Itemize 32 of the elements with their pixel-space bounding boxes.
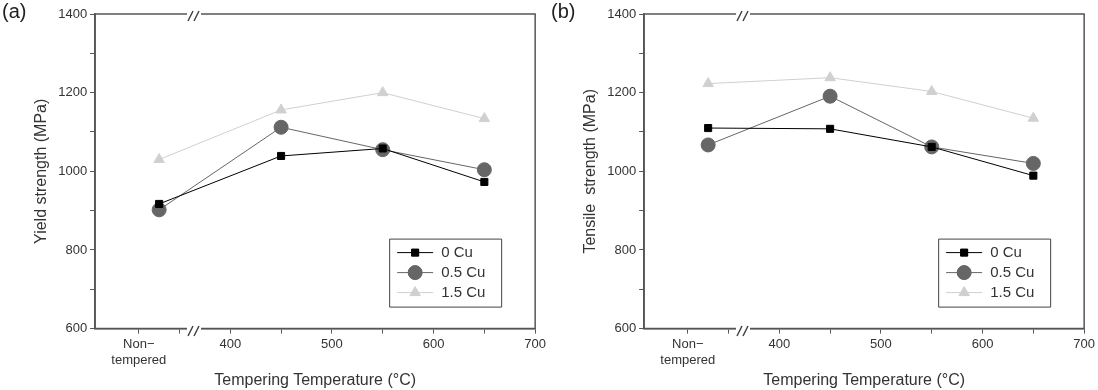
y-axis-title: Tensile strength (MPa) xyxy=(581,89,599,254)
x-tick-label: 700 xyxy=(524,335,547,351)
legend-label: 0.5 Cu xyxy=(441,262,486,280)
y-tick-label: 1200 xyxy=(58,84,88,100)
chart-title: (a) xyxy=(2,0,27,22)
x-tick-label: Non−tempered xyxy=(660,335,716,367)
y-tick-label: 800 xyxy=(65,241,88,257)
y-tick-label: 1400 xyxy=(607,5,637,21)
x-tick-label: 700 xyxy=(1073,335,1096,351)
y-tick-label: 600 xyxy=(65,320,88,336)
legend-label: 0 Cu xyxy=(990,242,1022,260)
y-axis-title: Yield strength (MPa) xyxy=(32,98,50,244)
y-tick-label: 1400 xyxy=(58,5,88,21)
legend-label: 1.5 Cu xyxy=(441,282,486,300)
x-axis-title: Tempering Temperature (°C) xyxy=(214,370,416,388)
x-axis-title: Tempering Temperature (°C) xyxy=(763,370,965,388)
chart-title: (b) xyxy=(551,0,576,22)
x-tick-label: Non−tempered xyxy=(111,335,167,367)
y-tick-label: 1000 xyxy=(607,162,637,178)
y-tick-label: 1200 xyxy=(607,84,637,100)
x-tick-label: 600 xyxy=(422,335,445,351)
y-tick-label: 800 xyxy=(614,241,637,257)
y-tick-label: 600 xyxy=(614,320,637,336)
x-tick-label: 400 xyxy=(768,335,791,351)
y-tick-label: 1000 xyxy=(58,162,88,178)
legend-label: 0 Cu xyxy=(441,242,473,260)
legend-label: 0.5 Cu xyxy=(990,262,1035,280)
x-tick-label: 400 xyxy=(219,335,242,351)
x-tick-label: 500 xyxy=(321,335,343,351)
legend-label: 1.5 Cu xyxy=(990,282,1035,300)
x-tick-label: 500 xyxy=(870,335,892,351)
x-tick-label: 600 xyxy=(971,335,994,351)
